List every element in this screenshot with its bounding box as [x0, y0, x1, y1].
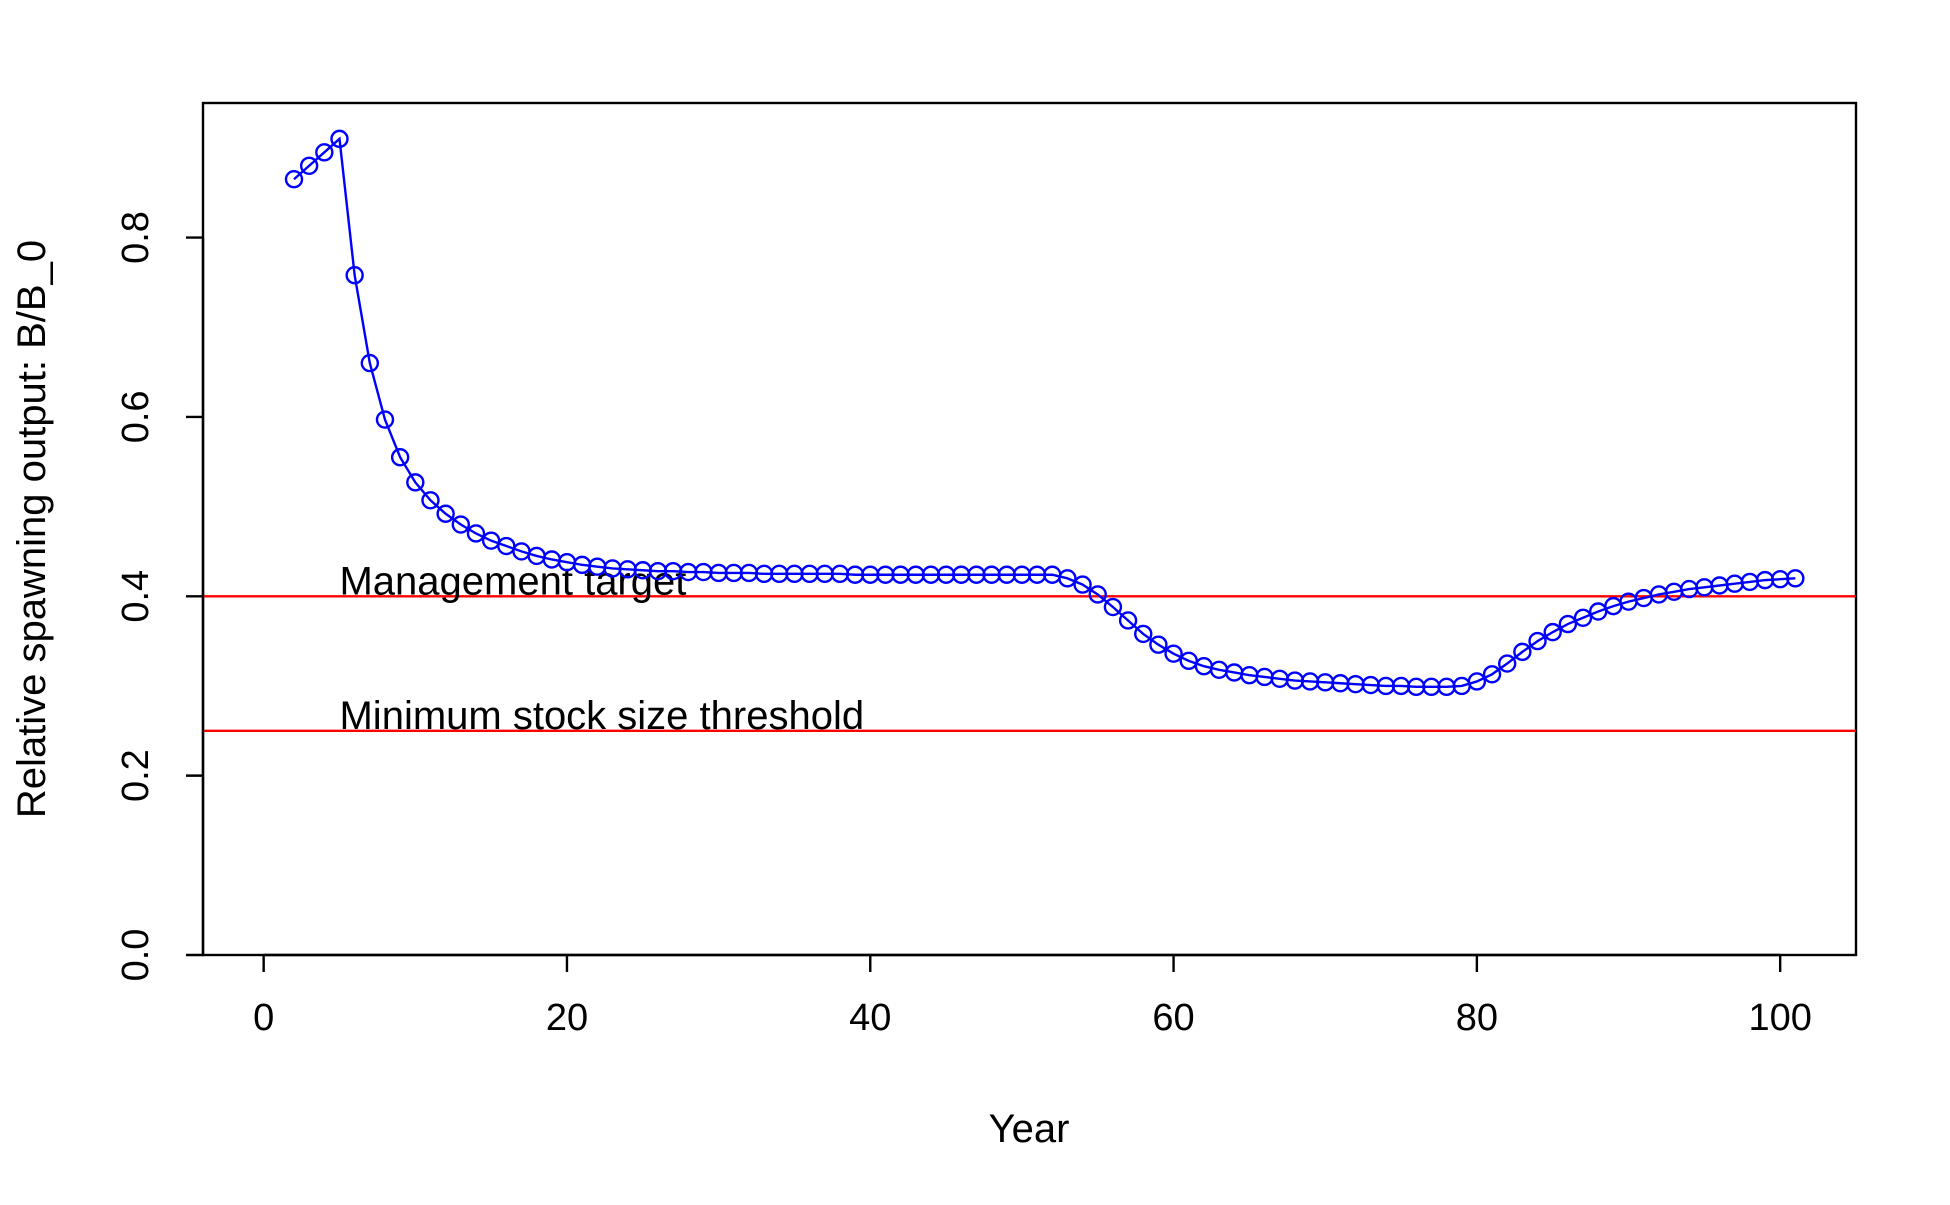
data-point — [1528, 631, 1547, 651]
series-layer — [284, 129, 1805, 697]
data-point — [284, 170, 304, 189]
reference-line-label: Management target — [339, 559, 686, 603]
x-tick-label: 100 — [1748, 997, 1811, 1039]
data-point — [466, 524, 486, 543]
data-point — [1118, 611, 1138, 630]
data-point — [1513, 642, 1532, 662]
y-tick-label: 0.8 — [115, 211, 157, 264]
data-point — [390, 448, 410, 467]
data-point — [315, 143, 334, 162]
data-point — [1149, 635, 1168, 654]
y-tick-label: 0.2 — [115, 749, 157, 802]
data-point — [1103, 597, 1123, 617]
data-point — [299, 156, 319, 175]
x-axis: 0 20 40 60 80 100 — [253, 953, 1812, 1039]
x-tick-label: 60 — [1152, 997, 1194, 1039]
reference-lines: Management target Minimum stock size thre… — [203, 559, 1856, 738]
data-point — [1073, 575, 1092, 594]
data-point — [1467, 672, 1487, 691]
y-axis: 0.0 0.2 0.4 0.6 0.8 — [115, 211, 205, 982]
data-point — [375, 410, 395, 429]
data-point — [421, 491, 440, 510]
x-tick-label: 40 — [849, 997, 891, 1039]
data-point — [1786, 569, 1805, 588]
data-point — [1498, 654, 1517, 673]
reference-line-label: Minimum stock size threshold — [339, 694, 864, 738]
x-axis-title: Year — [989, 1107, 1070, 1151]
data-point — [1058, 569, 1077, 588]
series-line — [293, 136, 1796, 689]
data-point — [1088, 585, 1107, 604]
data-point — [1573, 608, 1593, 627]
x-tick-label: 80 — [1456, 997, 1498, 1039]
data-point — [330, 129, 349, 149]
data-point — [1558, 614, 1578, 634]
data-point — [436, 504, 455, 523]
y-tick-label: 0.6 — [115, 390, 157, 443]
y-tick-label: 0.0 — [115, 929, 157, 982]
y-axis-title: Relative spawning output: B/B_0 — [10, 240, 54, 818]
x-tick-label: 20 — [546, 997, 588, 1039]
data-point — [1543, 622, 1562, 642]
plot-frame — [201, 101, 1858, 957]
x-tick-label: 0 — [253, 997, 274, 1039]
data-point — [1482, 665, 1502, 684]
data-point — [360, 353, 380, 373]
data-point — [345, 265, 364, 285]
data-point — [406, 473, 425, 492]
data-point — [1134, 624, 1153, 644]
y-tick-label: 0.4 — [115, 570, 157, 623]
data-point — [451, 515, 471, 534]
data-point — [1164, 644, 1183, 663]
